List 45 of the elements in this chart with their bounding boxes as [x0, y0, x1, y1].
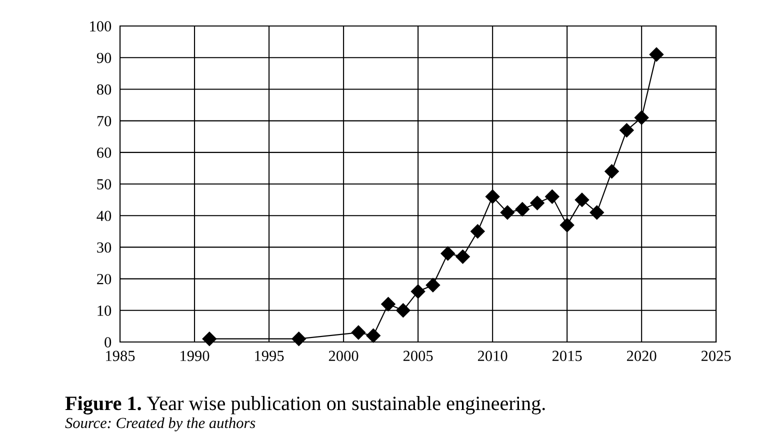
point [426, 278, 440, 292]
point [620, 123, 634, 138]
point [440, 246, 455, 261]
x-tick-label: 2020 [626, 350, 656, 362]
x-tick-label: 2010 [478, 350, 508, 362]
point [366, 328, 380, 343]
point [485, 190, 500, 204]
text: Figure 1. Year wise publication on sustainable engineering. [65, 396, 545, 414]
point [590, 205, 604, 220]
point [649, 47, 664, 62]
x-tick-label: 2000 [328, 350, 358, 362]
point [470, 224, 485, 238]
point [634, 110, 649, 125]
point [560, 218, 574, 232]
point [456, 250, 470, 264]
y-tick-label: 80 [96, 84, 112, 95]
point [292, 332, 306, 346]
point [410, 284, 426, 299]
y-tick-label: 10 [98, 306, 112, 316]
x-tick-label: 1985 [106, 350, 135, 362]
point [604, 164, 619, 178]
point [515, 202, 530, 216]
x-tick-label: 2005 [403, 350, 433, 362]
y-tick-label: 90 [96, 52, 112, 64]
point [202, 332, 216, 346]
point [381, 297, 396, 312]
y-tick-label: 100 [90, 21, 112, 32]
y-tick-label: 50 [97, 179, 112, 190]
x-tick-label: 1995 [255, 350, 284, 362]
y-tick-label: 60 [97, 148, 112, 158]
point [500, 205, 515, 220]
y-tick-label: 70 [97, 116, 112, 126]
point [396, 303, 410, 318]
y-tick-label: 40 [96, 210, 112, 222]
point [545, 190, 560, 204]
point [530, 196, 544, 210]
y-tick-label: 20 [97, 274, 112, 284]
point [574, 192, 590, 207]
point [351, 325, 366, 340]
x-tick-label: 1990 [180, 350, 210, 362]
y-tick-label: 30 [97, 242, 112, 253]
x-tick-label: 2025 [701, 350, 731, 362]
source-note: Source: Created by the authors [65, 417, 256, 432]
y-tick-label: 0 [104, 337, 112, 348]
x-tick-label: 2015 [552, 350, 582, 362]
